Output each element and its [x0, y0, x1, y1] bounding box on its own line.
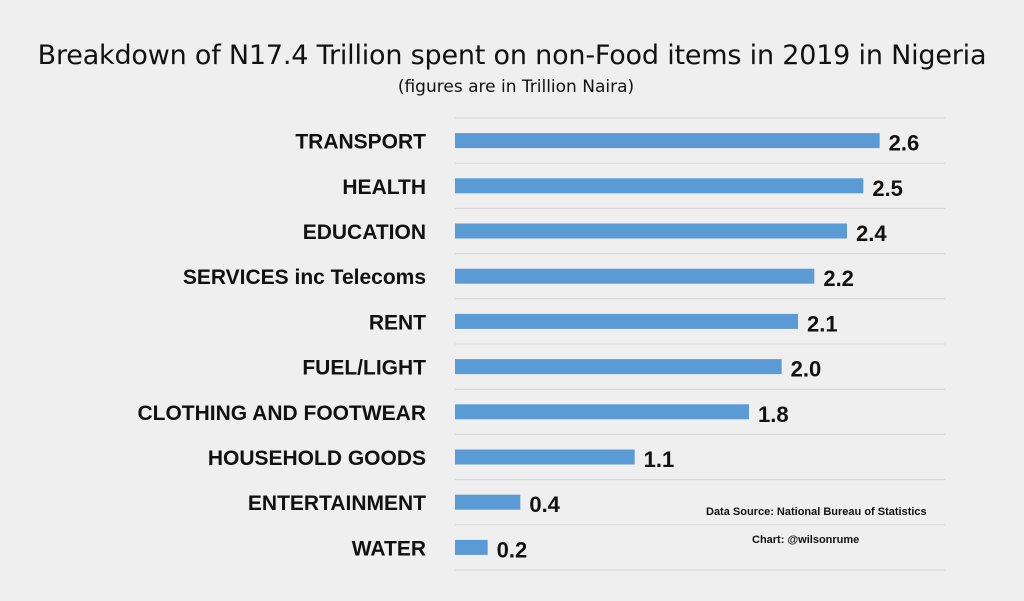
category-label: WATER — [352, 537, 426, 560]
data-label: 0.2 — [497, 537, 528, 562]
category-label: CLOTHING AND FOOTWEAR — [137, 402, 426, 425]
bar — [455, 404, 749, 420]
chart-subtitle: (figures are in Trillion Naira) — [397, 77, 635, 97]
gridlines — [455, 117, 945, 571]
category-label: RENT — [369, 311, 426, 334]
data-label: 1.8 — [758, 402, 789, 427]
bar — [455, 313, 798, 329]
chart-credit-annotation: Chart: @wilsonrume — [752, 534, 860, 546]
data-label: 2.4 — [856, 221, 887, 246]
bar — [455, 359, 782, 375]
bar — [455, 539, 488, 555]
category-label: SERVICES inc Telecoms — [183, 266, 426, 289]
category-label: HOUSEHOLD GOODS — [208, 447, 426, 470]
data-label: 1.1 — [644, 447, 675, 472]
category-label: TRANSPORT — [295, 131, 426, 154]
bar — [455, 494, 521, 510]
data-label: 2.6 — [889, 131, 920, 156]
data-label: 0.4 — [529, 492, 560, 517]
bar — [455, 268, 815, 284]
bar — [455, 449, 635, 465]
bar — [455, 178, 864, 194]
category-label: EDUCATION — [303, 221, 426, 244]
bar — [455, 223, 847, 239]
bar — [455, 133, 880, 149]
category-label: HEALTH — [342, 176, 426, 199]
data-label: 2.5 — [872, 176, 903, 201]
data-label: 2.1 — [807, 311, 838, 336]
data-label: 2.0 — [791, 357, 822, 382]
chart-title: Breakdown of N17.4 Trillion spent on non… — [37, 40, 987, 71]
data-label: 2.2 — [823, 266, 854, 291]
data-source-annotation: Data Source: National Bureau of Statisti… — [706, 506, 927, 518]
category-label: FUEL/LIGHT — [302, 357, 426, 380]
category-label: ENTERTAINMENT — [248, 492, 426, 515]
